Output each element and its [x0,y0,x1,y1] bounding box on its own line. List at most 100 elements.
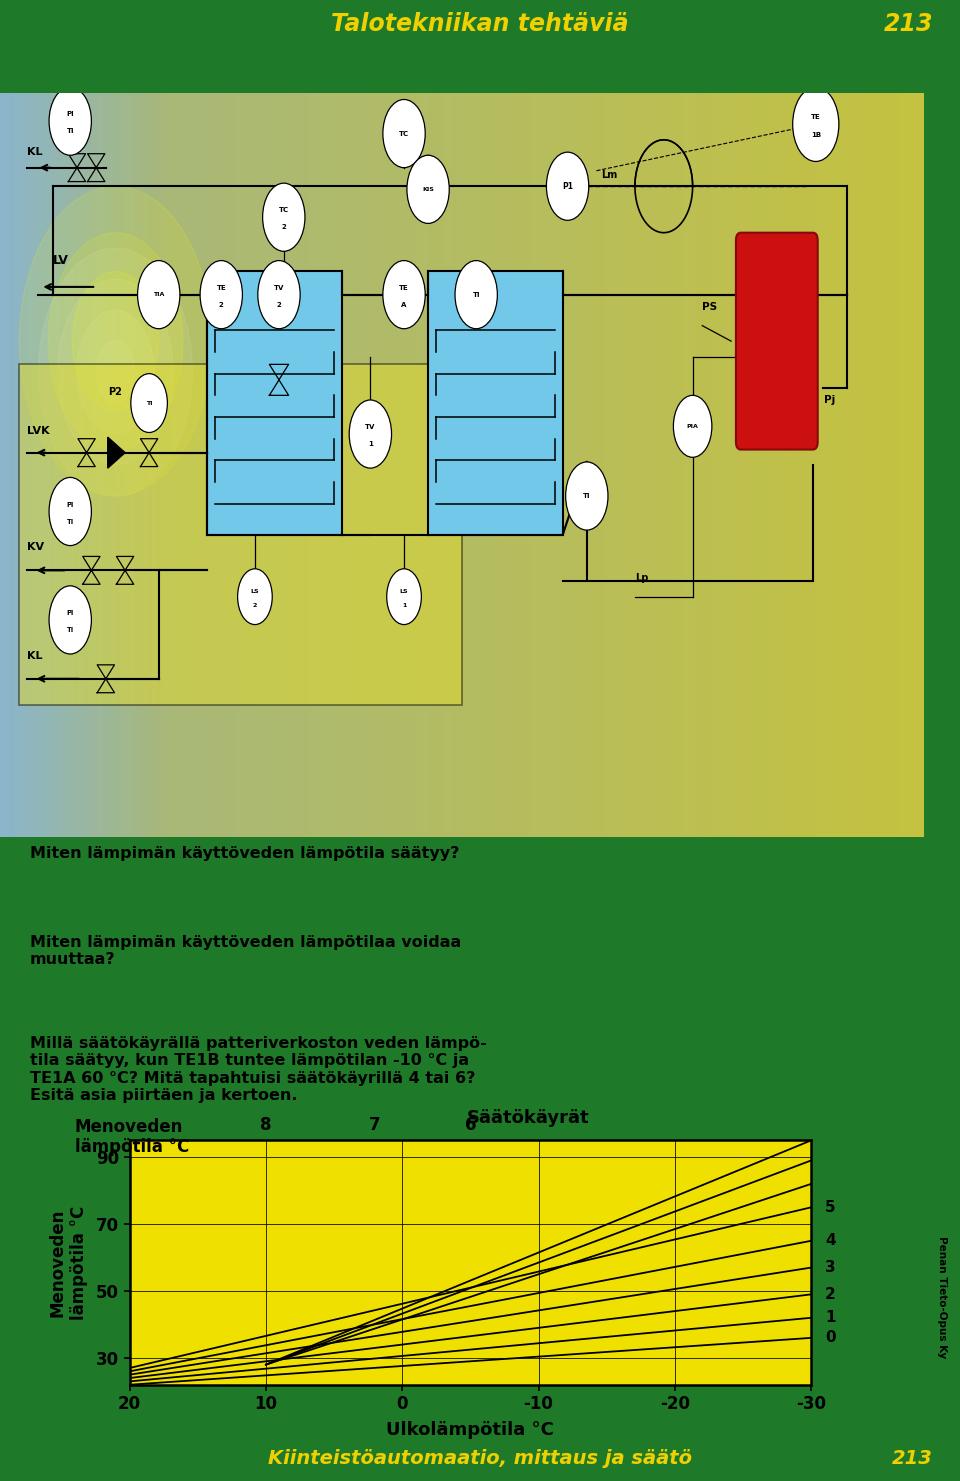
Bar [863,93,869,837]
Text: TV: TV [365,424,375,431]
Text: 2: 2 [252,603,257,607]
Bar [41,93,47,837]
Bar [263,93,269,837]
Text: 2: 2 [219,302,224,308]
Text: Pj: Pj [825,395,836,406]
Bar [697,93,703,837]
Text: TI: TI [66,626,74,634]
Bar [595,93,601,837]
Bar [281,93,287,837]
Bar [33,93,37,837]
Bar [347,93,352,837]
Bar [766,93,772,837]
Bar [204,93,208,837]
Bar [900,93,906,837]
Bar [235,93,241,837]
Text: TI: TI [146,400,153,406]
Text: PIA: PIA [686,424,699,429]
Circle shape [137,261,180,329]
Bar [854,93,860,837]
Bar [332,93,338,837]
Bar [568,93,573,837]
Bar [416,93,421,837]
Bar [859,93,864,837]
Bar [522,93,527,837]
Bar [277,93,282,837]
Bar [393,93,398,837]
FancyBboxPatch shape [736,233,818,450]
Bar [804,93,809,837]
Circle shape [258,261,300,329]
Bar [60,93,65,837]
Bar [475,93,481,837]
Bar [642,93,647,837]
Bar [143,93,149,837]
Bar [730,93,735,837]
Bar [92,93,98,837]
Text: LS: LS [251,588,259,594]
Bar [591,93,596,837]
Bar [28,93,34,837]
Bar [273,93,278,837]
Bar [448,93,453,837]
Text: 213: 213 [883,12,933,37]
Bar [184,93,190,837]
Bar [388,93,394,837]
Text: 3: 3 [825,1260,835,1275]
Bar [531,93,537,837]
Bar [153,93,158,837]
Bar [513,93,518,837]
Bar [286,93,292,837]
Bar [56,93,61,837]
Bar [877,93,883,837]
Text: P2: P2 [108,388,122,397]
Circle shape [49,477,91,545]
Bar [110,93,116,837]
Bar [161,93,167,837]
Bar [887,93,892,837]
Bar [674,93,680,837]
Bar [378,93,384,837]
Bar [206,271,342,535]
Bar [452,93,458,837]
Bar [669,93,675,837]
Bar [780,93,786,837]
Bar [646,93,652,837]
Bar [873,93,878,837]
Circle shape [72,271,158,410]
Bar [383,93,389,837]
Bar [138,93,144,837]
Circle shape [565,462,608,530]
Bar [785,93,791,837]
Bar [374,93,379,837]
Bar [827,93,832,837]
Text: Penan Tieto-Opus Ky: Penan Tieto-Opus Ky [937,1237,947,1358]
Text: Talotekniikan tehtäviä: Talotekniikan tehtäviä [331,12,629,37]
Bar [171,93,177,837]
Circle shape [793,87,839,161]
Bar [439,93,444,837]
Text: PS: PS [703,302,717,312]
Bar [240,93,246,837]
Bar [296,93,301,837]
Bar [582,93,588,837]
Bar [536,93,541,837]
Circle shape [58,278,173,465]
Bar [166,93,172,837]
Bar [651,93,657,837]
Text: LS: LS [399,588,408,594]
Bar [587,93,592,837]
Bar [637,93,643,837]
Text: Miten lämpimän käyttöveden lämpötilaa voidaa
muuttaa?: Miten lämpimän käyttöveden lämpötilaa vo… [30,935,461,967]
Bar [370,93,375,837]
Bar [337,93,343,837]
Text: 2: 2 [276,302,281,308]
Circle shape [38,249,192,496]
Bar [51,93,57,837]
Bar [467,93,472,837]
Bar [79,93,84,837]
Bar [503,93,509,837]
Bar [420,93,426,837]
Bar [107,93,111,837]
Bar [406,93,412,837]
